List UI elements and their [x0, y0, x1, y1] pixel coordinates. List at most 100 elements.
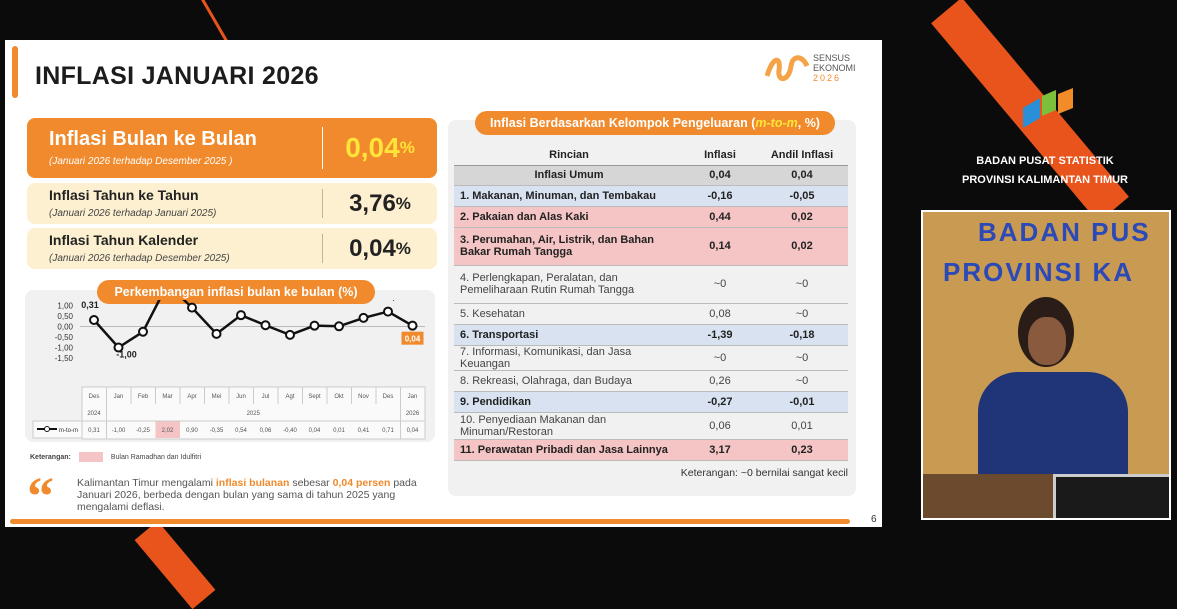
presenter	[973, 297, 1128, 502]
cell-inflasi: -0,27	[684, 391, 756, 412]
table-row: 3. Perumahan, Air, Listrik, dan Bahan Ba…	[454, 227, 848, 265]
col-rincian: Rincian	[454, 145, 684, 166]
category-label: Apr	[187, 394, 196, 400]
data-point	[211, 328, 222, 339]
presentation-slide: INFLASI JANUARI 2026 SENSUS EKONOMI 2026 …	[5, 40, 882, 527]
data-point	[309, 320, 320, 331]
quote-text: pada Januari 2026, berbeda dengan bulan …	[77, 477, 417, 513]
table-row: 8. Rekreasi, Olahraga, dan Budaya 0,26 ~0	[454, 370, 848, 391]
quote-em: inflasi bulanan	[215, 477, 290, 489]
table-title: Inflasi Berdasarkan Kelompok Pengeluaran…	[475, 111, 835, 135]
year-label: 2024	[87, 411, 101, 417]
card-ytd: Inflasi Tahun Kalender (Januari 2026 terh…	[27, 228, 437, 269]
data-label: 0,31	[81, 300, 99, 310]
cell-inflasi: 0,44	[684, 206, 756, 227]
table-value: 0,41	[358, 428, 370, 434]
cell-inflasi: -0,16	[684, 185, 756, 206]
col-andil: Andil Inflasi	[756, 145, 848, 166]
title-accent	[12, 46, 18, 98]
wall-text: PROVINSI KA	[943, 257, 1135, 287]
table-value: 0,71	[382, 428, 394, 434]
table-value: -0,35	[210, 428, 224, 434]
chart-note: Keterangan: Bulan Ramadhan dan Idulfitri	[30, 452, 201, 462]
table-row: 1. Makanan, Minuman, dan Tembakau -0,16 -0…	[454, 185, 848, 206]
table-value: -0,25	[136, 428, 150, 434]
category-label: Agt	[285, 394, 294, 400]
quote-em: 0,04 persen	[332, 477, 391, 489]
data-point	[187, 302, 197, 313]
table-value: 0,01	[333, 428, 345, 434]
table-value: -1,00	[112, 428, 126, 434]
cell-name: 7. Informasi, Komunikasi, dan Jasa Keuan…	[460, 345, 632, 370]
card-value: 0,04	[345, 132, 400, 163]
cell-name: 6. Transportasi	[454, 324, 684, 345]
cell-name: 8. Rekreasi, Olahraga, dan Budaya	[460, 374, 632, 387]
data-label: -1,00	[116, 350, 137, 360]
table-value: -0,40	[283, 428, 297, 434]
card-value: 0,04	[349, 234, 396, 262]
cell-name: 10. Penyediaan Makanan dan Minuman/Resto…	[460, 413, 607, 438]
table-value: 2,02	[162, 428, 174, 434]
data-label: 0,71	[387, 300, 405, 302]
chart-title: Perkembangan inflasi bulan ke bulan (%)	[97, 280, 375, 304]
table-title-text: , %)	[797, 116, 820, 130]
cell-inflasi: 0,14	[684, 227, 756, 265]
data-point	[89, 314, 99, 325]
quote-text: sebesar	[289, 477, 333, 489]
summary-quote: Kalimantan Timur mengalami inflasi bulan…	[77, 477, 435, 513]
logo-year: 2026	[813, 73, 842, 83]
category-label: Des	[383, 394, 394, 400]
y-tick-label: -0,50	[55, 333, 74, 342]
series-line	[93, 300, 414, 350]
category-label: Des	[89, 394, 100, 400]
cell-name: 2. Pakaian dan Alas Kaki	[454, 206, 684, 227]
category-label: Jan	[408, 394, 418, 400]
data-point	[358, 312, 369, 323]
data-point	[138, 326, 148, 337]
cell-inflasi: 0,08	[709, 307, 731, 320]
note-text: Bulan Ramadhan dan Idulfitri	[110, 453, 202, 461]
table-row: 9. Pendidikan -0,27 -0,01	[454, 391, 848, 412]
y-tick-label: -1,50	[55, 354, 74, 363]
line-chart: 2,502,001,501,000,500,00-0,50-1,00-1,500…	[32, 300, 426, 440]
card-label: Inflasi Tahun Kalender	[49, 231, 199, 248]
cell-andil: 0,02	[756, 206, 848, 227]
inflation-table: Rincian Inflasi Andil Inflasi Inflasi Um…	[454, 145, 848, 479]
cell-andil: 0,04	[756, 165, 848, 185]
y-tick-label: -1,00	[55, 344, 74, 353]
highlight-cell	[155, 421, 180, 438]
year-label: 2025	[247, 411, 261, 417]
cell-name: 9. Pendidikan	[454, 391, 684, 412]
card-yoy: Inflasi Tahun ke Tahun (Januari 2026 terh…	[27, 183, 437, 224]
data-point	[260, 320, 271, 331]
logo-text: SENSUS EKONOMI	[813, 53, 856, 73]
sensus-logo: SENSUS EKONOMI 2026	[765, 52, 865, 84]
category-label: Jul	[262, 394, 270, 400]
data-point	[285, 329, 295, 340]
legend-label: m-to-m	[59, 428, 78, 434]
category-label: Jan	[114, 394, 124, 400]
cell-name: Inflasi Umum	[454, 165, 684, 185]
org-line1: BADAN PUSAT STATISTIK	[976, 155, 1114, 167]
cell-inflasi: 0,04	[684, 165, 756, 185]
table-row: 5. Kesehatan 0,08 ~0	[454, 303, 848, 324]
y-tick-label: 0,50	[57, 312, 73, 321]
footer-bar	[10, 519, 850, 524]
bps-logo	[1018, 88, 1076, 136]
cell-name: 1. Makanan, Minuman, dan Tembakau	[454, 185, 684, 206]
cell-inflasi: ~0	[713, 351, 727, 364]
legend-cell	[32, 420, 83, 439]
table-row: 10. Penyediaan Makanan dan Minuman/Resto…	[454, 412, 848, 439]
cell-andil: ~0	[795, 374, 809, 387]
table-row: 2. Pakaian dan Alas Kaki 0,44 0,02	[454, 206, 848, 227]
legend-marker	[44, 426, 50, 432]
card-label: Inflasi Tahun ke Tahun	[49, 186, 199, 203]
cell-name: 3. Perumahan, Air, Listrik, dan Bahan Ba…	[454, 227, 684, 265]
quote-mark: “	[27, 466, 54, 526]
card-unit: %	[395, 238, 411, 258]
card-unit: %	[399, 138, 415, 157]
last-value-box	[401, 331, 424, 345]
table-value: 0,31	[88, 428, 100, 434]
cell-name: 4. Perlengkapan, Peralatan, dan Pemeliha…	[460, 272, 635, 296]
card-sub: (Januari 2026 terhadap Desember 2025)	[49, 252, 230, 264]
